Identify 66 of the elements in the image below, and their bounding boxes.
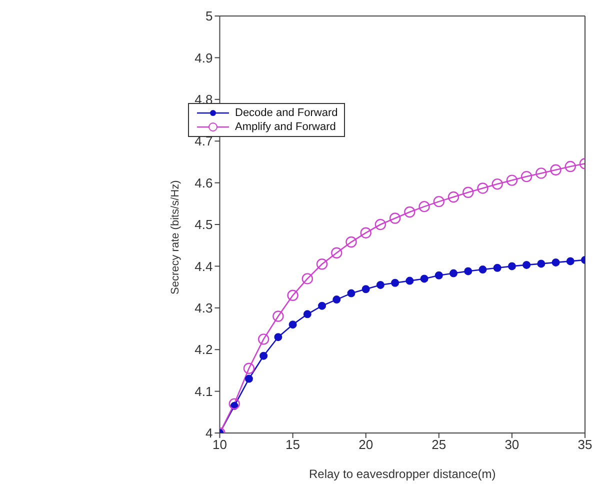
point xyxy=(492,178,503,190)
y-tick-label: 5 xyxy=(206,8,213,24)
point xyxy=(287,290,298,301)
point xyxy=(448,191,460,203)
point xyxy=(288,320,297,329)
point xyxy=(362,285,370,294)
y-tick-label: 4.2 xyxy=(194,342,213,358)
point xyxy=(522,260,531,269)
point xyxy=(477,182,488,194)
point xyxy=(462,186,474,198)
x-tick-label: 30 xyxy=(504,437,520,452)
point xyxy=(360,227,372,238)
x-tick-label: 10 xyxy=(212,437,227,452)
point xyxy=(420,274,428,283)
x-tick-label: 25 xyxy=(432,437,446,452)
y-axis-title: Secrecy rate (bits/s/Hz) xyxy=(170,180,182,294)
point xyxy=(550,164,562,176)
point xyxy=(331,247,342,258)
point xyxy=(478,266,487,274)
point xyxy=(389,212,401,224)
x-axis-title: Relay to eavesdropper distance(m) xyxy=(308,467,496,481)
point xyxy=(244,374,253,383)
point xyxy=(258,334,270,345)
point xyxy=(520,170,532,182)
y-tick-label: 4.9 xyxy=(194,50,213,66)
point xyxy=(332,296,341,304)
x-tick-label: 20 xyxy=(358,437,374,452)
y-tick-label: 4.1 xyxy=(194,384,213,399)
point xyxy=(260,352,268,360)
point xyxy=(228,398,240,410)
point xyxy=(318,302,326,310)
point xyxy=(564,160,576,172)
point xyxy=(493,264,502,272)
point xyxy=(552,258,560,266)
point xyxy=(243,362,255,374)
point xyxy=(391,278,400,287)
point xyxy=(303,310,312,318)
point xyxy=(418,200,430,212)
point xyxy=(404,206,416,218)
y-tick-label: 4.3 xyxy=(194,300,213,316)
point xyxy=(346,236,357,248)
point xyxy=(506,174,518,186)
point xyxy=(433,196,444,208)
point xyxy=(272,310,284,322)
point xyxy=(347,289,356,298)
point xyxy=(406,276,414,285)
point xyxy=(537,260,546,268)
y-tick-label: 4 xyxy=(206,426,213,441)
point xyxy=(302,273,313,284)
y-tick-label: 4.4 xyxy=(194,258,213,274)
point xyxy=(376,280,384,289)
x-tick-label: 15 xyxy=(286,437,300,452)
x-tick-label: 35 xyxy=(578,437,592,452)
y-tick-label: 4.5 xyxy=(194,217,213,232)
point xyxy=(374,218,386,230)
point xyxy=(274,333,282,342)
point xyxy=(536,168,547,179)
point xyxy=(508,262,516,270)
point xyxy=(566,257,574,266)
point xyxy=(450,269,458,278)
point xyxy=(464,267,472,276)
legend-label: Amplify and Forward xyxy=(235,120,336,134)
point xyxy=(434,271,443,280)
y-tick-label: 4.6 xyxy=(194,175,213,190)
legend-label: Decode and Forward xyxy=(235,106,338,120)
point xyxy=(316,258,328,270)
